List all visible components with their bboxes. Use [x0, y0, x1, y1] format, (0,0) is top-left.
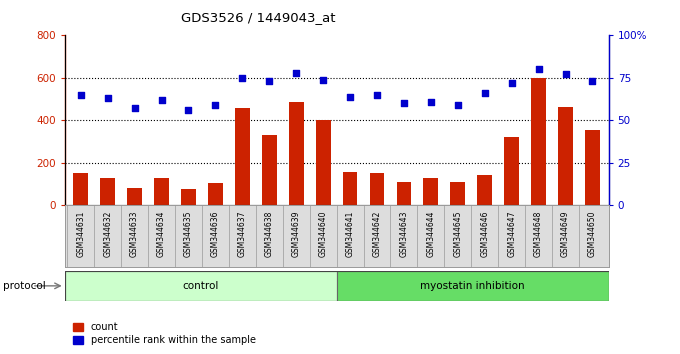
Bar: [424, 178, 439, 205]
Text: GSM344640: GSM344640: [319, 210, 328, 257]
Point: [210, 102, 221, 108]
Text: GSM344632: GSM344632: [103, 210, 112, 257]
Bar: [477, 175, 492, 205]
Point: [560, 72, 571, 77]
Text: GSM344638: GSM344638: [265, 210, 274, 257]
Bar: [450, 182, 465, 205]
Point: [291, 70, 302, 76]
Text: GSM344645: GSM344645: [454, 210, 462, 257]
Bar: [505, 137, 519, 205]
Bar: [558, 107, 573, 205]
Point: [75, 92, 86, 98]
Text: GSM344646: GSM344646: [480, 210, 489, 257]
Point: [587, 79, 598, 84]
Bar: [343, 172, 358, 205]
Text: GDS3526 / 1449043_at: GDS3526 / 1449043_at: [181, 11, 336, 24]
Point: [102, 96, 113, 101]
Bar: [181, 189, 196, 205]
Bar: [531, 78, 546, 205]
Bar: [154, 178, 169, 205]
Text: GSM344635: GSM344635: [184, 210, 193, 257]
Text: GSM344648: GSM344648: [534, 210, 543, 257]
Text: GSM344644: GSM344644: [426, 210, 435, 257]
Bar: [73, 173, 88, 205]
Bar: [289, 102, 303, 205]
Bar: [235, 108, 250, 205]
Bar: [100, 178, 115, 205]
Text: GSM344643: GSM344643: [399, 210, 409, 257]
Point: [479, 90, 490, 96]
FancyBboxPatch shape: [337, 271, 609, 301]
Point: [371, 92, 382, 98]
Text: GSM344631: GSM344631: [76, 210, 85, 257]
Bar: [370, 173, 384, 205]
Legend: count, percentile rank within the sample: count, percentile rank within the sample: [69, 319, 260, 349]
Point: [318, 77, 328, 82]
Point: [156, 97, 167, 103]
FancyBboxPatch shape: [65, 271, 337, 301]
Text: GSM344650: GSM344650: [588, 210, 597, 257]
Text: protocol: protocol: [3, 281, 46, 291]
Point: [533, 67, 544, 72]
Bar: [127, 188, 142, 205]
Text: GSM344639: GSM344639: [292, 210, 301, 257]
Bar: [208, 183, 223, 205]
Point: [506, 80, 517, 86]
Bar: [262, 135, 277, 205]
Text: GSM344649: GSM344649: [561, 210, 570, 257]
Text: GSM344636: GSM344636: [211, 210, 220, 257]
Point: [183, 107, 194, 113]
Point: [129, 105, 140, 111]
Text: GSM344647: GSM344647: [507, 210, 516, 257]
Point: [452, 102, 463, 108]
Text: GSM344641: GSM344641: [345, 210, 354, 257]
Text: GSM344633: GSM344633: [130, 210, 139, 257]
Point: [398, 101, 409, 106]
Point: [237, 75, 248, 81]
Point: [264, 79, 275, 84]
Point: [345, 94, 356, 99]
Bar: [585, 130, 600, 205]
Bar: [316, 120, 330, 205]
Text: GSM344637: GSM344637: [238, 210, 247, 257]
Text: control: control: [182, 281, 219, 291]
Text: myostatin inhibition: myostatin inhibition: [420, 281, 525, 291]
Text: GSM344642: GSM344642: [373, 210, 381, 257]
Point: [426, 99, 437, 104]
Bar: [396, 182, 411, 205]
Text: GSM344634: GSM344634: [157, 210, 166, 257]
